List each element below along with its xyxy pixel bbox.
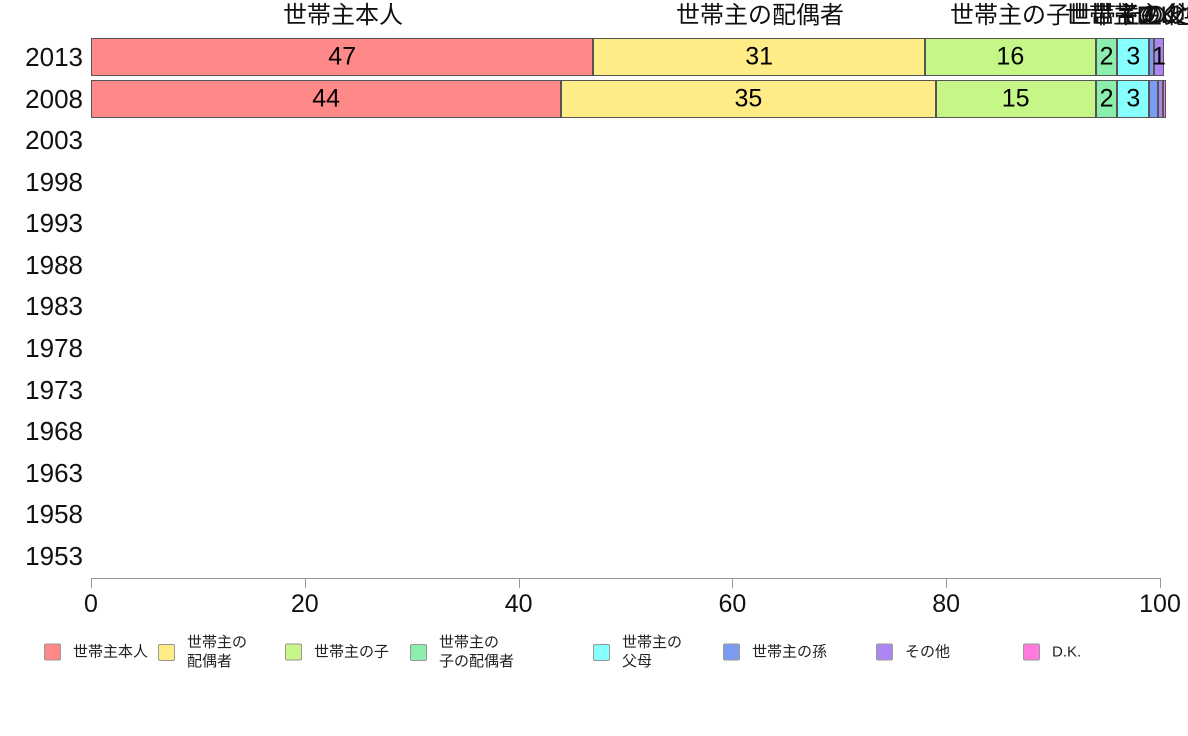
year-label: 1978: [25, 333, 83, 364]
column-header: D.K.: [1136, 2, 1184, 29]
year-label: 1973: [25, 374, 83, 405]
legend-label-line: 世帯主の: [187, 634, 248, 651]
year-label: 1983: [25, 291, 83, 322]
legend-label-line: 世帯主の子: [314, 643, 390, 661]
x-axis-tick-label: 0: [84, 590, 98, 618]
bar-segment-label: 47: [328, 42, 357, 71]
x-axis-tick-label: 40: [504, 590, 533, 618]
legend-label-line: 世帯主の孫: [752, 643, 828, 661]
bar-segment-label: 3: [1126, 42, 1141, 71]
legend-item[interactable]: 世帯主本人: [44, 643, 148, 662]
legend-label: 世帯主本人: [73, 643, 148, 662]
x-axis-tick-label: 60: [718, 590, 747, 618]
bar-segment[interactable]: [1157, 79, 1164, 118]
bar-segment[interactable]: 16: [924, 38, 1096, 76]
bar-segment[interactable]: 2: [1095, 79, 1118, 118]
legend-item[interactable]: D.K.: [1023, 643, 1081, 662]
legend-label-line: その他: [905, 643, 951, 661]
bar-segment-label: 3: [1126, 84, 1141, 113]
legend-label-line: 世帯主本人: [73, 643, 149, 661]
bar-segment-label: 35: [734, 84, 763, 113]
column-header: その他: [1119, 2, 1188, 29]
column-header: 世帯主の…: [1065, 2, 1185, 29]
bar-segment-label: 2: [1099, 84, 1114, 113]
legend-item[interactable]: その他: [876, 643, 950, 662]
legend-swatch-icon: [876, 643, 893, 661]
year-label: 1968: [25, 416, 83, 447]
x-axis-tick: [518, 578, 520, 588]
year-label: 1958: [25, 499, 83, 530]
legend-label-line: 配偶者: [187, 653, 233, 670]
legend-label: その他: [905, 643, 950, 662]
x-axis-tick: [304, 578, 306, 588]
x-axis-line: [91, 578, 1160, 579]
legend-item[interactable]: 世帯主の 父母: [593, 633, 682, 671]
legend-label: 世帯主の孫: [752, 643, 827, 662]
bar-segment[interactable]: 15: [935, 79, 1096, 118]
legend-swatch-icon: [593, 643, 610, 661]
legend-label: 世帯主の 子の配偶者: [439, 633, 514, 671]
column-header: 世帯主の孫: [1090, 2, 1188, 29]
legend-swatch-icon: [1023, 643, 1040, 661]
legend-item[interactable]: 世帯主の子: [285, 643, 389, 662]
bar-segment[interactable]: 2: [1095, 38, 1118, 76]
year-label: 2003: [25, 125, 83, 156]
legend-item[interactable]: 世帯主の 子の配偶者: [410, 633, 514, 671]
legend-swatch-icon: [410, 643, 427, 661]
bar-segment[interactable]: [1149, 38, 1154, 76]
bar-segment[interactable]: [1149, 79, 1158, 118]
year-label: 2008: [25, 83, 83, 114]
bar-segment-label: 2: [1099, 42, 1114, 71]
bar-segment-label: 44: [312, 84, 341, 113]
year-label: 1998: [25, 166, 83, 197]
bar-segment[interactable]: 3: [1117, 38, 1150, 76]
bar-segment[interactable]: 31: [593, 38, 925, 76]
legend-label: D.K.: [1052, 643, 1081, 662]
x-axis-tick-label: 100: [1139, 590, 1181, 618]
bar-segment[interactable]: 3: [1117, 79, 1150, 118]
bar-segment-label: 15: [1001, 84, 1030, 113]
year-label: 2013: [25, 42, 83, 72]
column-header: 世帯主の配偶者: [676, 2, 844, 29]
x-axis-tick-label: 80: [932, 590, 961, 618]
column-header: 世帯主本人: [283, 2, 403, 29]
legend-label: 世帯主の 配偶者: [187, 633, 247, 671]
legend-label: 世帯主の子: [314, 643, 389, 662]
legend-label-line: 子の配偶者: [439, 653, 515, 670]
column-header: 世帯主の子: [950, 2, 1070, 29]
x-axis-tick: [732, 578, 734, 588]
x-axis-tick: [946, 578, 948, 588]
bar-segment-label: 16: [996, 42, 1025, 71]
legend-label: 世帯主の 父母: [622, 633, 682, 671]
legend-item[interactable]: 世帯主の 配偶者: [158, 633, 247, 671]
year-label: 1993: [25, 208, 83, 239]
x-axis-tick-label: 20: [290, 590, 319, 618]
x-axis-tick: [1160, 578, 1161, 588]
bar-segment[interactable]: 47: [91, 38, 594, 76]
legend-swatch-icon: [723, 643, 740, 661]
bar-segment[interactable]: 44: [91, 79, 562, 118]
legend-label-line: 世帯主の: [622, 634, 683, 651]
year-label: 1988: [25, 249, 83, 280]
legend-swatch-icon: [285, 643, 302, 661]
legend-label-line: 父母: [622, 653, 653, 670]
legend-item[interactable]: 世帯主の孫: [723, 643, 827, 662]
legend-swatch-icon: [44, 643, 61, 661]
year-label: 1953: [25, 540, 83, 571]
bar-segment-label: 1: [1151, 42, 1166, 71]
bar-segment[interactable]: [1163, 79, 1167, 118]
bar-segment[interactable]: 1: [1151, 38, 1166, 76]
bar-segment-label: 31: [745, 42, 774, 71]
x-axis-tick: [91, 578, 92, 588]
legend-label-line: 世帯主の: [439, 634, 500, 651]
legend-swatch-icon: [158, 643, 175, 661]
year-label: 1963: [25, 457, 83, 488]
legend-label-line: D.K.: [1052, 643, 1082, 661]
bar-segment[interactable]: 35: [561, 79, 936, 118]
